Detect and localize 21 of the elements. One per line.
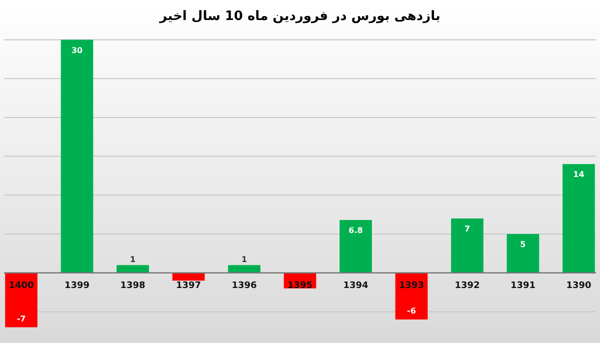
data-label: -7	[16, 314, 26, 324]
x-tick-label: 1399	[64, 280, 90, 291]
x-tick-label: 1398	[120, 280, 146, 291]
x-tick-label: 1400	[8, 280, 34, 291]
data-label: 5	[520, 240, 526, 250]
x-tick-label: 1395	[287, 280, 313, 291]
data-label: -6	[407, 306, 416, 316]
data-label: 7	[464, 224, 470, 234]
data-label: 1	[241, 255, 248, 264]
x-tick-label: 1390	[566, 280, 592, 291]
x-tick-label: 1393	[398, 280, 424, 291]
x-tick-label: 1394	[343, 280, 368, 291]
data-label: 30	[71, 46, 84, 55]
x-tick-label: 1391	[510, 280, 536, 291]
x-tick-label: 1392	[454, 280, 480, 291]
chart-title: بازدهی بورس در فروردین ماه 10 سال اخیر	[158, 9, 440, 24]
x-tick-label: 1396	[232, 280, 257, 291]
data-label: 6.8	[348, 226, 364, 236]
data-label: 14	[573, 170, 585, 180]
x-tick-label: 1397	[176, 280, 202, 291]
data-label: 1	[130, 255, 136, 264]
